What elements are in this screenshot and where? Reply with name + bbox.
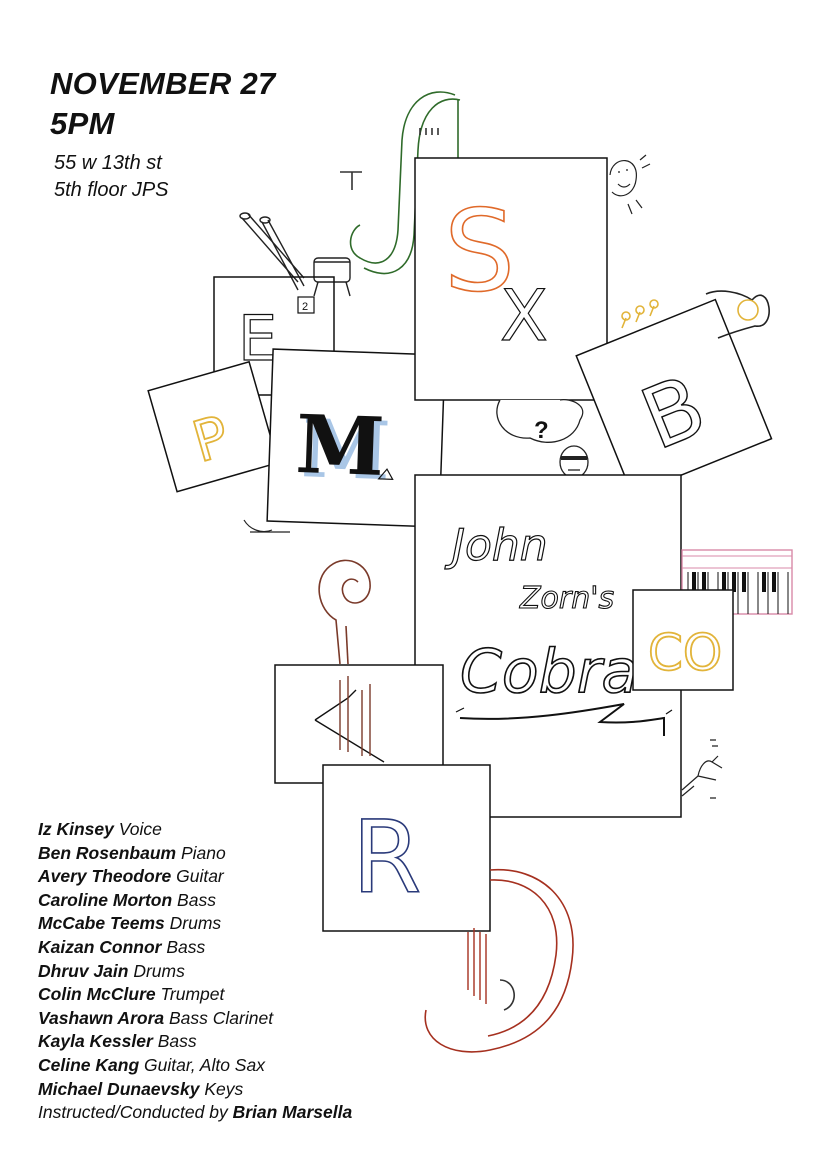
list-item: Vashawn Arora Bass Clarinet	[38, 1007, 274, 1028]
sx-box: S X	[414, 157, 608, 401]
question-bubble: ?	[496, 399, 584, 444]
question-glyph: ?	[534, 417, 549, 444]
co-box: CO	[632, 589, 734, 691]
arrow-box	[274, 664, 444, 784]
m-glyph: M	[294, 397, 386, 494]
trumpet-valves	[621, 290, 770, 339]
title-john: John	[444, 520, 548, 571]
violin-scroll-doodle	[318, 559, 371, 665]
event-date-time: NOVEMBER 27 5PM	[50, 64, 276, 144]
s-glyph: S	[444, 187, 515, 317]
title-zorns: Zorn's	[519, 581, 614, 616]
list-item: Avery Theodore Guitar	[38, 866, 224, 887]
list-item: Iz Kinsey Voice	[38, 819, 162, 839]
performer-lineup: Iz Kinsey Voice Ben Rosenbaum Piano Aver…	[38, 818, 352, 1125]
drumsticks-doodle	[239, 212, 351, 297]
hand-doodle	[681, 739, 723, 799]
r-glyph: R	[352, 799, 421, 916]
event-time: 5PM	[50, 106, 115, 141]
m-box: M M	[266, 348, 446, 528]
title-cobra: Cobra	[460, 637, 638, 707]
venue-address: 55 w 13th st	[54, 152, 162, 174]
x-glyph: X	[500, 275, 548, 357]
venue-floor: 5th floor JPS	[54, 179, 169, 201]
list-item: Ben Rosenbaum Piano	[38, 842, 226, 863]
list-item: Dhruv Jain Drums	[38, 960, 185, 981]
co-glyph: CO	[648, 624, 722, 682]
list-item: Kaizan Connor Bass	[38, 936, 206, 957]
face-doodle	[609, 154, 651, 215]
e-subscript: 2	[302, 301, 308, 313]
r-box: R	[322, 764, 491, 932]
guitar-doodle	[424, 868, 574, 1053]
list-item: Celine Kang Guitar, Alto Sax	[38, 1054, 265, 1075]
list-item: McCabe Teems Drums	[38, 913, 222, 934]
masked-face-doodle	[559, 445, 589, 479]
list-item: Caroline Morton Bass	[38, 889, 216, 910]
nose-doodle	[243, 519, 290, 533]
event-venue: 55 w 13th st 5th floor JPS	[54, 150, 169, 204]
list-item: Kayla Kessler Bass	[38, 1031, 197, 1052]
conductor-credit: Instructed/Conducted by Brian Marsella	[38, 1102, 353, 1123]
b-box: B	[575, 298, 773, 496]
m-shadow: M	[300, 401, 392, 498]
list-item: Michael Dunaevsky Keys	[38, 1078, 244, 1099]
p-box: P	[147, 360, 279, 493]
list-item: Colin McClure Trumpet	[38, 984, 225, 1005]
event-date: NOVEMBER 27	[50, 66, 276, 101]
